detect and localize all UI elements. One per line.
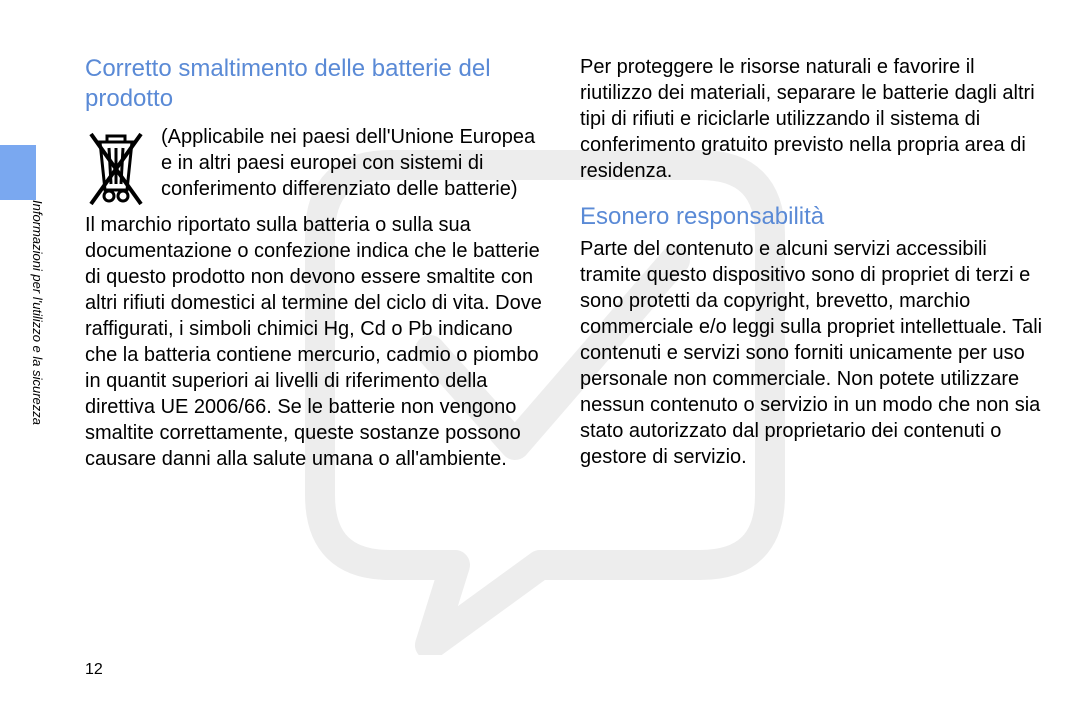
left-column: Corretto smaltimento delle batterie del …	[85, 54, 550, 472]
heading-disclaimer: Esonero responsabilità	[580, 202, 1045, 232]
wheelie-bin-crossed-icon	[85, 128, 147, 208]
heading-battery-disposal: Corretto smaltimento delle batterie del …	[85, 54, 550, 114]
side-caption: Informazioni per l'utilizzo e la sicurez…	[30, 200, 45, 425]
two-column-layout: Corretto smaltimento delle batterie del …	[85, 54, 1045, 472]
margin-tab	[0, 145, 36, 200]
body-paragraph-right-top: Per proteggere le risorse naturali e fav…	[580, 54, 1045, 184]
document-page: Informazioni per l'utilizzo e la sicurez…	[0, 0, 1080, 721]
page-number: 12	[85, 661, 103, 679]
intro-paragraph: (Applicabile nei paesi dell'Unione Europ…	[161, 124, 550, 202]
right-column: Per proteggere le risorse naturali e fav…	[580, 54, 1045, 472]
body-paragraph-right: Parte del contenuto e alcuni servizi acc…	[580, 236, 1045, 470]
body-paragraph-left: Il marchio riportato sulla batteria o su…	[85, 212, 550, 472]
intro-row: (Applicabile nei paesi dell'Unione Europ…	[85, 124, 550, 208]
